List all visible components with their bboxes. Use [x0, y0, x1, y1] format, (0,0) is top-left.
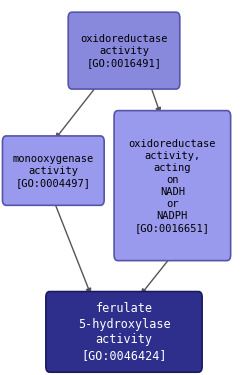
FancyBboxPatch shape [46, 292, 202, 372]
FancyBboxPatch shape [68, 12, 180, 89]
Text: ferulate
5-hydroxylase
activity
[GO:0046424]: ferulate 5-hydroxylase activity [GO:0046… [78, 302, 170, 362]
Text: monooxygenase
activity
[GO:0004497]: monooxygenase activity [GO:0004497] [13, 154, 94, 188]
Text: oxidoreductase
activity,
acting
on
NADH
or
NADPH
[GO:0016651]: oxidoreductase activity, acting on NADH … [129, 139, 216, 232]
FancyBboxPatch shape [114, 111, 231, 261]
Text: oxidoreductase
activity
[GO:0016491]: oxidoreductase activity [GO:0016491] [80, 34, 168, 68]
FancyBboxPatch shape [2, 136, 104, 206]
